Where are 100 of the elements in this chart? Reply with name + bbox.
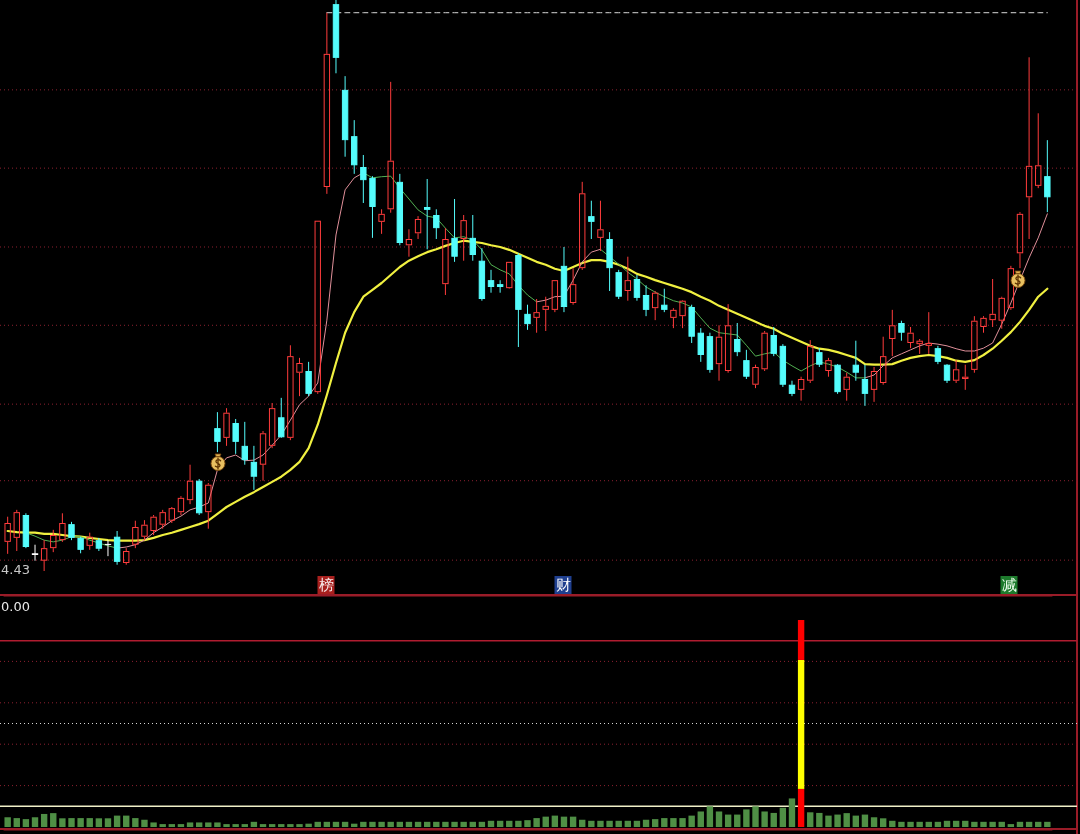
bar (177, 824, 185, 827)
bar (250, 821, 258, 827)
bar (889, 820, 896, 827)
bar (797, 620, 805, 660)
candlestick (250, 445, 258, 491)
candlestick (1016, 211, 1024, 269)
candlestick (241, 421, 248, 466)
bar (597, 820, 604, 827)
bar (433, 821, 440, 827)
candlestick (861, 364, 869, 407)
annotation: 4.43 (1, 562, 30, 577)
candlestick (86, 532, 93, 551)
candlestick (423, 178, 431, 250)
bar (515, 820, 522, 827)
candlestick (551, 280, 559, 313)
bar (259, 824, 267, 827)
candlestick (268, 402, 276, 449)
bar (113, 815, 121, 827)
bar (560, 816, 568, 827)
candlestick (460, 214, 467, 262)
bar (168, 824, 176, 827)
bar (971, 821, 978, 827)
candlestick (770, 326, 777, 357)
candlestick (223, 407, 230, 447)
bar (825, 815, 832, 827)
bar (952, 820, 960, 827)
bar (834, 814, 841, 827)
candlestick (633, 274, 641, 302)
candlestick (40, 539, 48, 572)
bar (232, 824, 239, 827)
candlestick (1025, 56, 1033, 240)
text: 0.00 (1, 599, 30, 614)
bar (998, 821, 1005, 827)
candlestick (59, 512, 66, 543)
candlestick (31, 544, 39, 562)
candlestick (414, 215, 422, 240)
candlestick (989, 278, 996, 328)
bar (59, 818, 66, 827)
bar (898, 821, 905, 827)
bar (943, 820, 951, 827)
candlestick (943, 363, 951, 384)
candlestick (624, 256, 632, 302)
candlestick (323, 12, 331, 195)
bar (423, 821, 431, 827)
bar (396, 821, 404, 827)
candlestick (132, 520, 139, 549)
candlestick (50, 529, 57, 553)
bar (22, 819, 30, 827)
bar (487, 820, 495, 827)
bar (962, 820, 969, 827)
bar (86, 818, 93, 827)
bar (159, 824, 166, 827)
bar (13, 818, 20, 827)
bar (533, 818, 540, 827)
candlestick (496, 279, 504, 294)
candlestick (597, 200, 604, 252)
bar (296, 824, 303, 827)
candlestick (724, 303, 732, 374)
bar (797, 659, 805, 789)
bar (925, 821, 932, 827)
bar (150, 822, 157, 827)
candlestick (952, 359, 960, 384)
bar (797, 788, 805, 827)
bar (323, 821, 331, 827)
candlestick (816, 347, 823, 368)
bar (305, 823, 312, 827)
bar (469, 821, 476, 827)
candlestick (232, 418, 239, 455)
bar (460, 821, 467, 827)
candlestick (843, 372, 850, 402)
bar (278, 824, 285, 827)
candlestick (451, 198, 458, 263)
candlestick (825, 357, 832, 378)
candlestick (506, 261, 513, 289)
candlestick (141, 519, 148, 541)
bar (506, 820, 513, 827)
bar (205, 822, 212, 827)
candlestick (971, 315, 978, 374)
candlestick (469, 214, 476, 262)
candlestick (296, 357, 303, 397)
bar (241, 824, 248, 827)
bar (807, 812, 814, 827)
candlestick (123, 547, 130, 566)
bar (715, 811, 723, 827)
candlestick (588, 200, 595, 240)
bar (870, 817, 878, 827)
bar (496, 820, 504, 827)
bar (980, 821, 987, 827)
candlestick (1007, 265, 1015, 311)
candlestick (378, 208, 385, 235)
candlestick (761, 330, 768, 372)
candlestick (670, 307, 677, 329)
bar (588, 820, 595, 827)
candlestick (387, 81, 394, 214)
bar (816, 812, 823, 827)
candlestick (797, 376, 805, 402)
bar (414, 821, 422, 827)
bar (268, 824, 276, 827)
bar (68, 818, 75, 827)
candlestick (661, 288, 668, 313)
